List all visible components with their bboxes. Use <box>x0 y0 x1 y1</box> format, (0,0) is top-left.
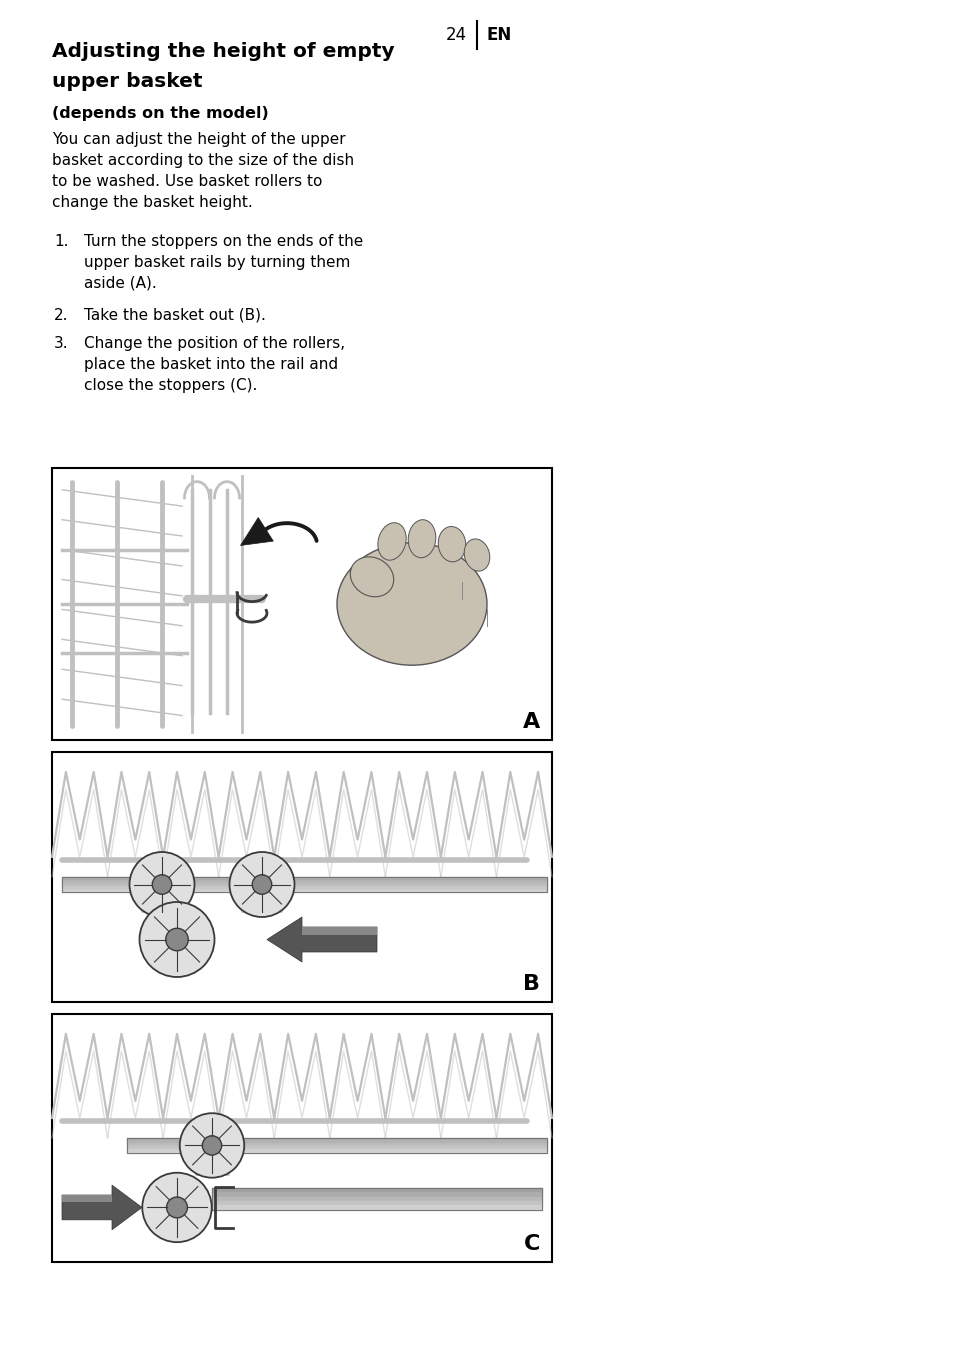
Circle shape <box>152 875 172 894</box>
Text: A: A <box>522 712 539 733</box>
Polygon shape <box>267 917 376 961</box>
Circle shape <box>167 1197 187 1217</box>
Text: C: C <box>523 1233 539 1254</box>
Circle shape <box>179 1113 244 1178</box>
Text: 2.: 2. <box>54 307 69 324</box>
Circle shape <box>139 902 214 978</box>
Ellipse shape <box>437 527 465 562</box>
Circle shape <box>166 929 188 951</box>
Circle shape <box>252 875 272 894</box>
Polygon shape <box>240 517 274 546</box>
Text: EN: EN <box>486 26 512 43</box>
Polygon shape <box>302 927 376 934</box>
Text: 3.: 3. <box>54 336 69 351</box>
Text: upper basket: upper basket <box>52 72 202 91</box>
Circle shape <box>230 852 294 917</box>
Text: Change the position of the rollers,
place the basket into the rail and
close the: Change the position of the rollers, plac… <box>84 336 345 393</box>
Polygon shape <box>62 1196 112 1202</box>
Circle shape <box>130 852 194 917</box>
Text: (depends on the model): (depends on the model) <box>52 106 269 121</box>
Text: B: B <box>522 974 539 994</box>
Circle shape <box>142 1173 212 1242</box>
Text: Turn the stoppers on the ends of the
upper basket rails by turning them
aside (A: Turn the stoppers on the ends of the upp… <box>84 234 363 291</box>
Circle shape <box>202 1136 221 1155</box>
Bar <box>52 1014 552 1262</box>
Ellipse shape <box>350 556 394 597</box>
Text: Take the basket out (B).: Take the basket out (B). <box>84 307 266 324</box>
Bar <box>52 468 552 741</box>
Ellipse shape <box>408 520 436 558</box>
Text: Adjusting the height of empty: Adjusting the height of empty <box>52 42 395 61</box>
Text: You can adjust the height of the upper
basket according to the size of the dish
: You can adjust the height of the upper b… <box>52 131 354 210</box>
Text: 1.: 1. <box>54 234 69 249</box>
Polygon shape <box>62 1185 142 1229</box>
Bar <box>52 751 552 1002</box>
Ellipse shape <box>336 543 486 665</box>
Ellipse shape <box>377 523 406 561</box>
Text: 24: 24 <box>445 26 467 43</box>
Ellipse shape <box>464 539 489 571</box>
